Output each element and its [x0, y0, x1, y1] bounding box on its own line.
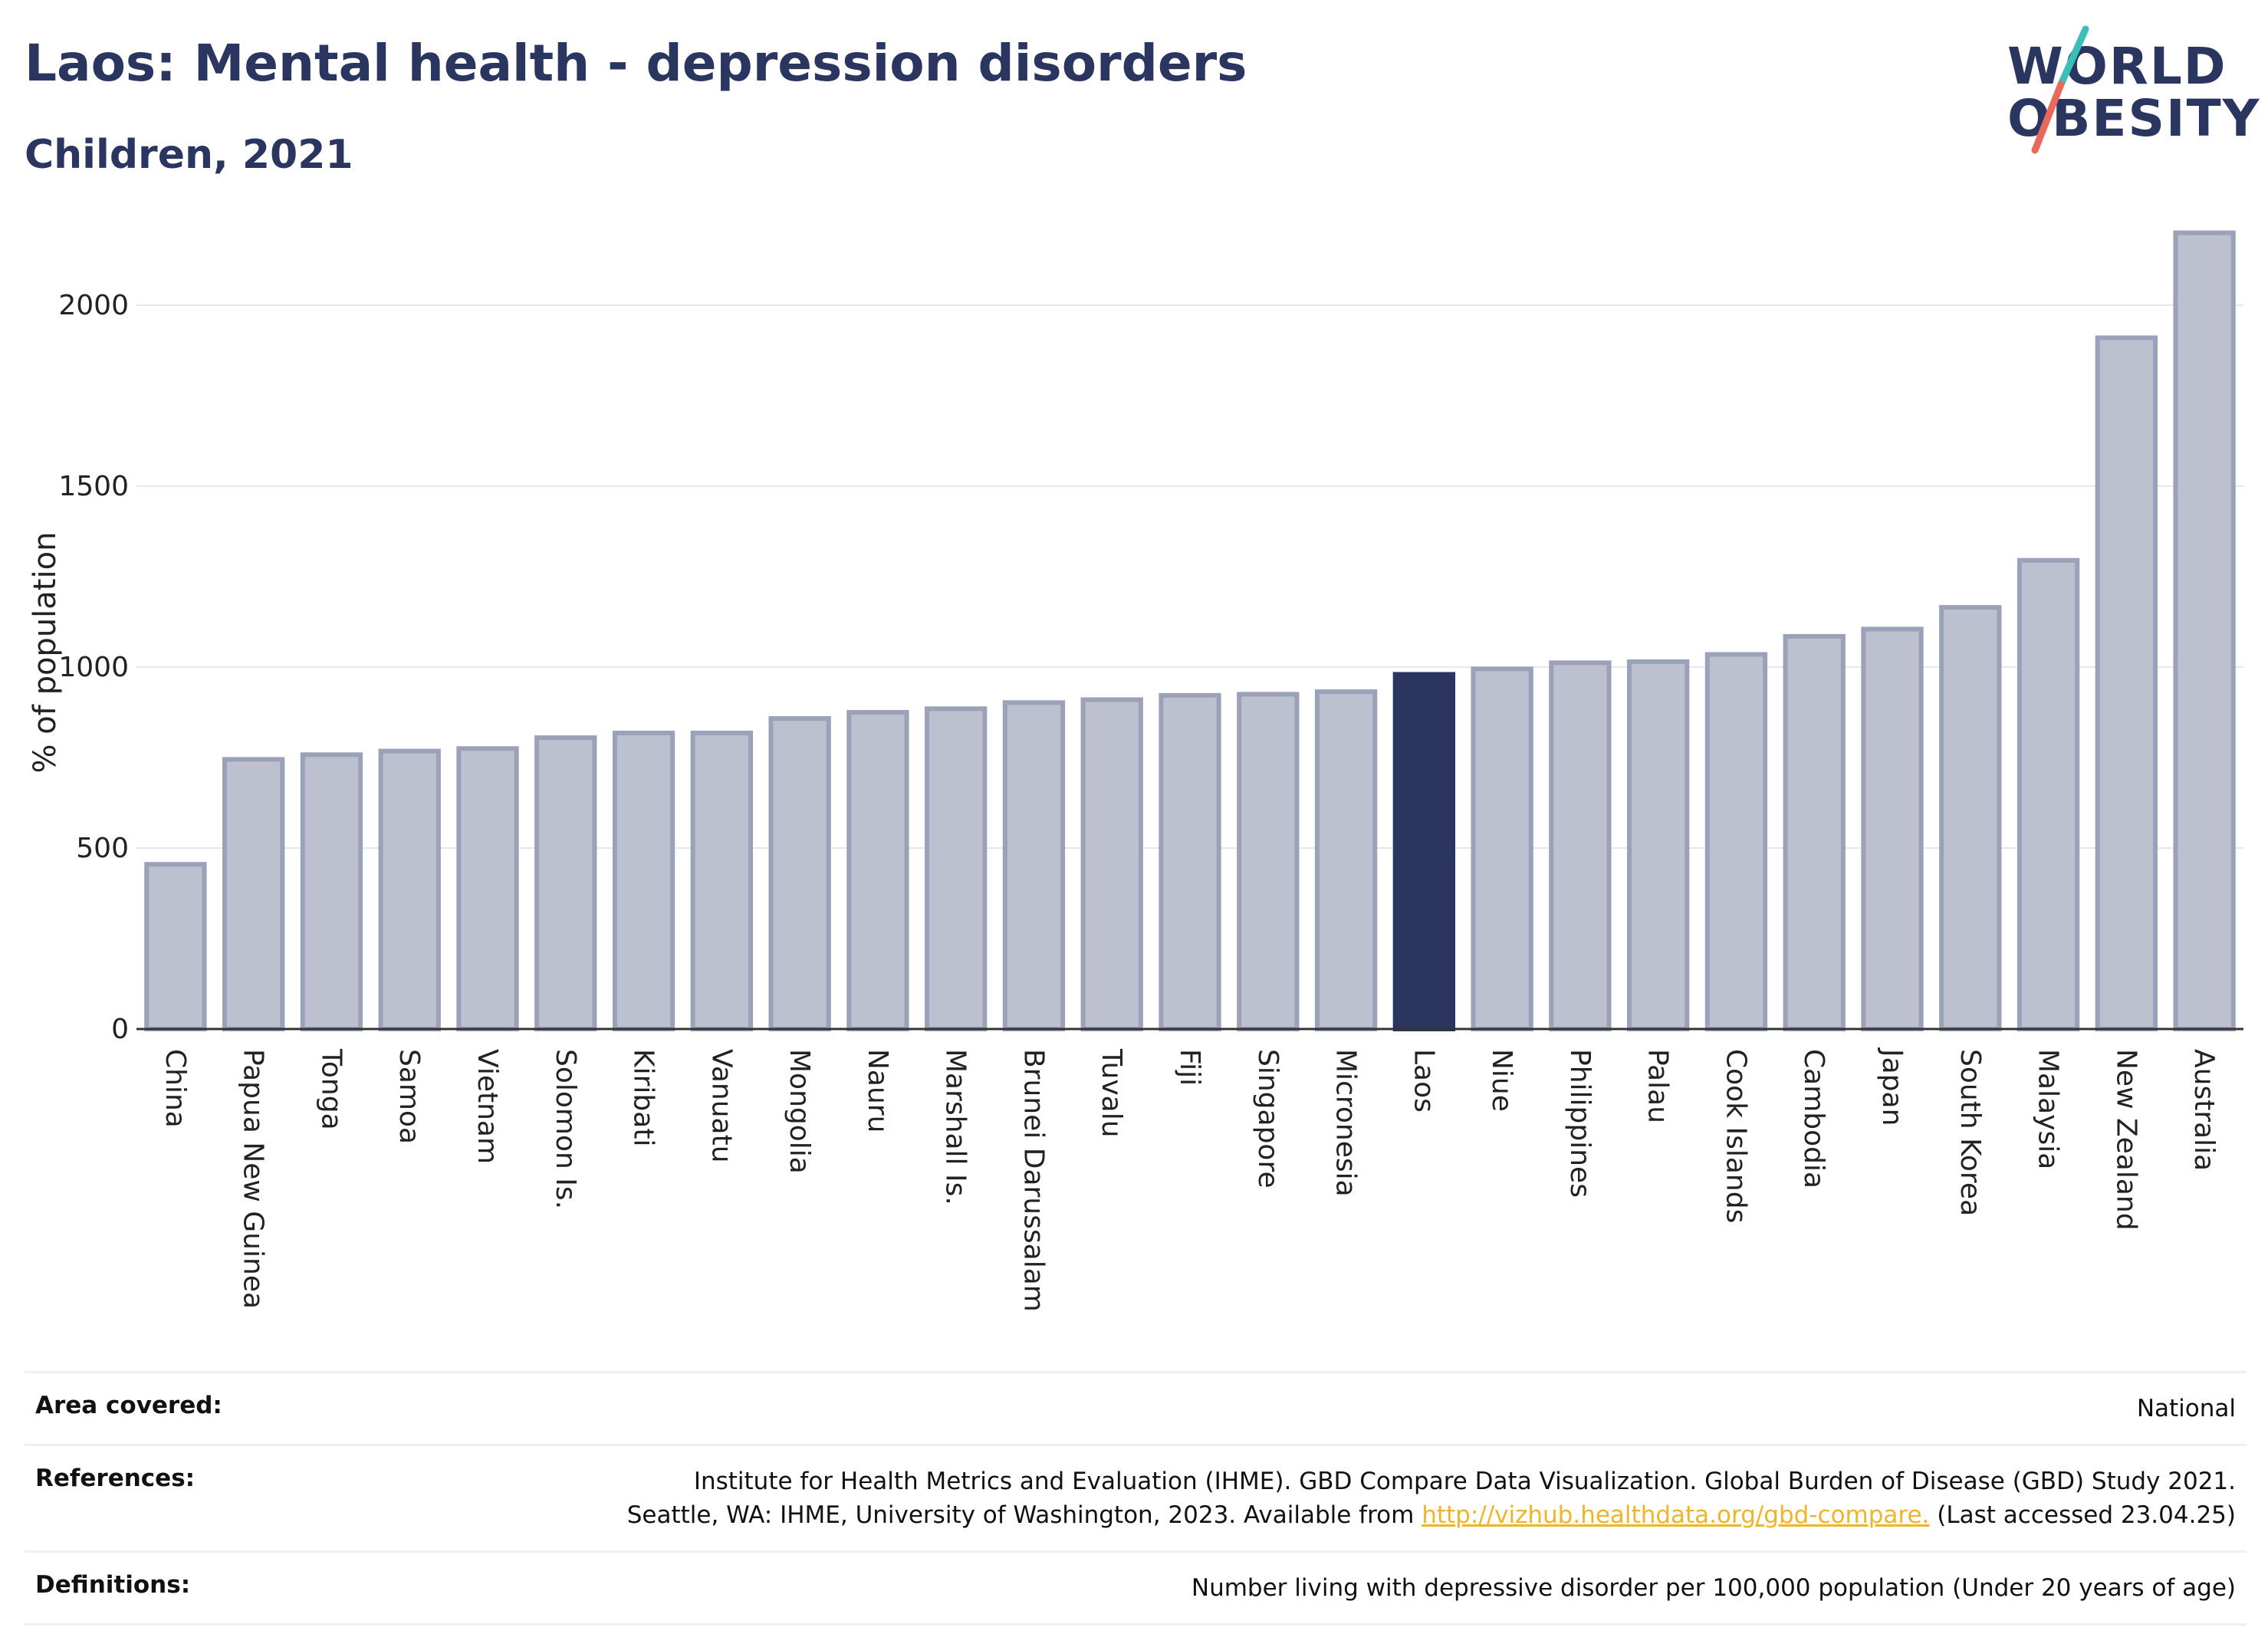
footer-row-definitions: Definitions: Number living with depressi…	[25, 1550, 2247, 1626]
x-tick-label: Vanuatu	[705, 1049, 737, 1163]
x-tick-label: Fiji	[1174, 1049, 1205, 1086]
x-tick-label: Tonga	[315, 1048, 347, 1130]
bar	[1392, 672, 1455, 1031]
x-tick-label: Brunei Darussalam	[1017, 1049, 1049, 1312]
x-tick-label: South Korea	[1954, 1049, 1986, 1216]
logo-line-1: WORLD	[2007, 37, 2227, 96]
y-tick-label: 0	[111, 1014, 129, 1045]
bar	[144, 862, 207, 1031]
footer-row-references: References: Institute for Health Metrics…	[25, 1444, 2247, 1550]
chart-title: Laos: Mental health - depression disorde…	[25, 34, 1247, 93]
chart-subtitle: Children, 2021	[25, 132, 353, 178]
x-tick-label: Tuvalu	[1096, 1048, 1127, 1138]
references-link[interactable]: http://vizhub.healthdata.org/gbd-compare…	[1422, 1501, 1930, 1529]
bar	[2095, 335, 2158, 1032]
logo-slash-icon	[2031, 25, 2089, 154]
x-tick-label: Micronesia	[1330, 1049, 1362, 1197]
y-axis-label: % of population	[28, 532, 63, 774]
references-value: Institute for Health Metrics and Evaluat…	[627, 1465, 2236, 1532]
x-tick-label: Niue	[1486, 1049, 1517, 1112]
bar	[1002, 700, 1066, 1031]
bar	[2017, 557, 2080, 1031]
references-line-1: Institute for Health Metrics and Evaluat…	[693, 1468, 2236, 1495]
x-tick-label: Malaysia	[2033, 1049, 2064, 1169]
bar	[925, 706, 988, 1032]
x-tick-label: Japan	[1876, 1047, 1908, 1126]
bar	[1314, 689, 1378, 1031]
references-line-2-pre: Seattle, WA: IHME, University of Washing…	[626, 1501, 1415, 1529]
x-tick-label: New Zealand	[2110, 1049, 2141, 1231]
y-tick-label: 1500	[58, 471, 129, 502]
x-tick-label: Vietnam	[472, 1049, 503, 1164]
bar	[612, 730, 675, 1031]
definitions-label: Definitions:	[35, 1571, 191, 1599]
bar	[456, 746, 519, 1031]
bar	[768, 716, 831, 1031]
footer-row-area: Area covered: National	[25, 1371, 2247, 1444]
references-label: References:	[35, 1465, 196, 1492]
x-tick-label: Cambodia	[1798, 1049, 1829, 1189]
x-tick-label: Singapore	[1252, 1049, 1284, 1189]
bar	[222, 757, 285, 1031]
bar	[378, 748, 441, 1032]
bar	[1939, 605, 2002, 1031]
bar	[1471, 666, 1533, 1031]
x-tick-label: Marshall Is.	[940, 1049, 971, 1205]
definitions-value: Number living with depressive disorder p…	[1191, 1574, 2236, 1602]
bar	[1783, 633, 1846, 1031]
bar	[1549, 660, 1612, 1031]
x-tick-label: Kiribati	[628, 1049, 659, 1146]
bar	[1627, 659, 1690, 1031]
bar	[534, 735, 597, 1031]
bar	[690, 730, 753, 1031]
bar	[1704, 652, 1768, 1031]
area-label: Area covered:	[35, 1392, 222, 1419]
x-tick-label: Palau	[1642, 1049, 1674, 1123]
x-tick-label: Samoa	[393, 1049, 425, 1144]
footer-table: Area covered: National References: Insti…	[25, 1371, 2247, 1626]
bar	[2173, 230, 2236, 1032]
x-tick-label: Mongolia	[784, 1049, 815, 1174]
y-tick-label: 500	[76, 833, 129, 864]
x-tick-label: Australia	[2188, 1049, 2220, 1171]
bar	[1080, 697, 1143, 1031]
bar	[846, 710, 909, 1031]
bar	[1159, 692, 1221, 1031]
world-obesity-logo: WORLD OBESITY	[2001, 23, 2259, 161]
x-tick-label: Cook Islands	[1720, 1049, 1751, 1223]
x-tick-label: China	[159, 1049, 191, 1128]
bar	[1861, 626, 1924, 1031]
bar	[1237, 692, 1300, 1032]
bar-chart: 0 500 1000 1500 2000 % of population China Papu…	[28, 230, 2243, 1312]
x-tick-label: Solomon Is.	[550, 1049, 581, 1209]
y-tick-label: 1000	[58, 652, 129, 683]
bar	[300, 752, 363, 1031]
y-tick-label: 2000	[58, 290, 129, 321]
references-line-2-post: (Last accessed 23.04.25)	[1937, 1501, 2236, 1529]
x-tick-label: Philippines	[1564, 1049, 1596, 1198]
x-tick-label: Laos	[1408, 1049, 1439, 1113]
x-tick-label: Papua New Guinea	[238, 1049, 269, 1309]
area-value: National	[2136, 1395, 2236, 1422]
x-tick-label: Nauru	[862, 1049, 893, 1133]
